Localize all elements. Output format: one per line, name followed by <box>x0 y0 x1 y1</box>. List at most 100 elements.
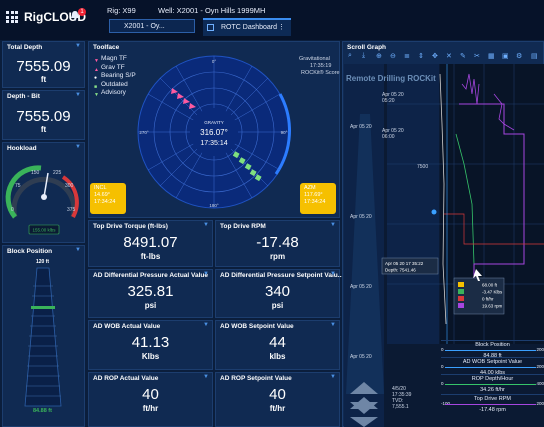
left-time-1: Apr 05 20 <box>350 124 372 130</box>
pin-icon[interactable]: ▼ <box>203 374 209 380</box>
block-position-track <box>24 267 62 407</box>
pin-icon[interactable]: ▼ <box>330 374 336 380</box>
track-row: Top Drive RPM -100 200 -17.48 rpm <box>441 394 544 413</box>
save-icon[interactable]: ▣ <box>502 53 509 60</box>
metric-unit: psi <box>271 301 284 310</box>
panel-title: Block Position <box>7 248 53 255</box>
scroll-graph-canvas[interactable]: Apr 05 20 17 35:22 Depth: 7541.46 68.00 … <box>344 64 544 427</box>
metric-tile: AD Differential Pressure Setpoint Valu..… <box>215 269 344 318</box>
metric-title: Top Drive RPM <box>220 223 266 230</box>
tooltip-time: Apr 05 20 17 35:22 <box>385 261 424 266</box>
table-icon[interactable]: ▦ <box>488 53 495 60</box>
gauge-tick-label: 300 <box>65 183 74 189</box>
metric-title: AD WOB Setpoint Value <box>220 323 294 330</box>
pin-icon[interactable]: ▼ <box>203 222 209 228</box>
gauge-tick-label: 0 <box>11 207 14 213</box>
bell-icon[interactable] <box>70 10 80 21</box>
legend-item: ▼ Advisory <box>94 89 126 98</box>
overlay-title: Remote Drilling ROCKit <box>346 74 436 83</box>
pencil-icon[interactable]: ✎ <box>460 53 466 60</box>
hookload-gauge: 0 75 150 225 300 375 155.00 klbs <box>5 165 79 235</box>
apps-grid-icon[interactable] <box>6 11 18 23</box>
pin-icon[interactable]: ▼ <box>75 43 81 49</box>
toolface-dial: GRAVITY 316.07° 17:35:14 0° 90° 180° 270… <box>137 55 291 209</box>
track-row: Block Position 0 200 84.88 ft <box>441 340 544 359</box>
panel-title: Depth - Bit <box>7 93 40 100</box>
metric-title: AD Differential Pressure Setpoint Valu..… <box>220 272 344 279</box>
metric-value: 40 <box>142 386 159 403</box>
track-max: 200 <box>536 364 544 369</box>
wrench-icon[interactable]: ✂ <box>474 53 480 60</box>
left-time-2: Apr 05 20 <box>350 214 372 220</box>
expand-icon[interactable]: ⇕ <box>418 53 424 60</box>
close-icon[interactable]: ✕ <box>446 53 452 60</box>
metric-title: AD WOB Actual Value <box>93 323 161 330</box>
deg-90-label: 90° <box>281 130 288 135</box>
track-max: 400 <box>536 381 544 386</box>
settings-icon[interactable]: ⚙ <box>516 53 523 60</box>
deg-270-label: 270° <box>139 130 149 135</box>
toolface-side-score: ROCKit® Score <box>301 70 340 76</box>
metric-tile: Top Drive Torque (ft-lbs) ▼ 8491.07 ft-lbs <box>88 220 213 267</box>
zoom-out-icon[interactable]: ⊖ <box>390 53 396 60</box>
metric-tile: AD ROP Actual Value ▼ 40 ft/hr <box>88 372 213 427</box>
rig-label: Rig: X99 <box>107 6 136 15</box>
track-max: 200 <box>536 347 544 352</box>
panel-title: Toolface <box>93 44 120 51</box>
gauge-tick-label: 75 <box>15 183 21 189</box>
download-icon[interactable]: ⤓ <box>362 52 366 59</box>
tooltip-depth: Depth: 7541.46 <box>385 268 416 273</box>
metric-title: Top Drive Torque (ft-lbs) <box>93 223 168 230</box>
advisory-icon: ▼ <box>94 92 99 98</box>
pin-icon[interactable]: ▼ <box>75 144 81 150</box>
track-line <box>445 367 536 368</box>
hookload-panel: Hookload ▼ 0 75 150 225 300 375 155.00 k… <box>2 142 85 243</box>
metric-value: 340 <box>264 283 291 300</box>
metric-tile: AD WOB Setpoint Value ▼ 44 klbs <box>215 320 340 370</box>
arrows-icon[interactable]: ✥ <box>432 53 438 60</box>
hookload-readout: 155.00 klbs <box>32 228 56 233</box>
pin-icon[interactable]: ▼ <box>75 247 81 253</box>
tooltip-value: -3.47 Klbs <box>482 290 503 295</box>
track-line <box>445 384 536 385</box>
pin-icon[interactable]: ▼ <box>203 271 209 277</box>
search-icon[interactable]: ⌕ <box>348 52 352 59</box>
well-select[interactable]: X2001 - Oy... <box>109 19 195 33</box>
azimuth-box: AZM 117.69° 17:34:24 <box>300 183 336 214</box>
track-row: ROP Depth/Hour 0 400 34.26 ft/hr <box>441 374 544 393</box>
legend-item: ■ Outdated <box>94 80 128 90</box>
time-label-1: Apr 05 20 05:20 <box>382 92 404 104</box>
tab-rotc-dashboard[interactable]: ROTC Dashboard ⋮ <box>203 18 291 36</box>
deg-180-label: 180° <box>209 203 219 208</box>
toolface-side-time: 17:35:19 <box>310 63 332 69</box>
track-value: -17.48 rpm <box>479 407 506 413</box>
list-icon[interactable]: ≣ <box>404 53 410 60</box>
tab-menu-icon[interactable]: ⋮ <box>278 24 285 31</box>
pin-icon[interactable]: ▼ <box>330 222 336 228</box>
legend-item: ▼ Magn TF <box>94 55 127 64</box>
metric-unit: ft-lbs <box>140 252 161 261</box>
block-position-panel: Block Position ▼ 120 ft 84.88 ft <box>2 245 85 427</box>
grav-tf-icon: ▲ <box>94 66 99 73</box>
panel-title: Total Depth <box>7 44 43 51</box>
pin-icon[interactable]: ▼ <box>330 322 336 328</box>
track-max: 200 <box>536 401 544 406</box>
track-label: Top Drive RPM <box>474 396 511 402</box>
track-row: AD WOB Setpoint Value 0 200 44.00 klbs <box>441 357 544 376</box>
track-line <box>445 404 536 405</box>
metric-unit: rpm <box>269 252 286 261</box>
toolface-legend: ▼ Magn TF ▲ Grav TF ● Bearing S/P ■ Outdated… <box>94 55 136 98</box>
depth-label: 7500 <box>417 164 429 170</box>
metric-unit: klbs <box>269 352 286 361</box>
zoom-in-icon[interactable]: ⊕ <box>376 53 382 60</box>
pin-icon[interactable]: ▼ <box>330 271 336 277</box>
pin-icon[interactable]: ▼ <box>75 92 81 98</box>
track-label: Block Position <box>475 342 510 348</box>
metric-value: -17.48 <box>256 234 299 251</box>
menu-icon[interactable]: ▤ <box>531 53 538 60</box>
metric-unit: ft/hr <box>142 404 159 413</box>
pin-icon[interactable]: ▼ <box>203 322 209 328</box>
gauge-tick-label: 375 <box>67 207 76 213</box>
metric-tile: Top Drive RPM ▼ -17.48 rpm <box>215 220 340 267</box>
bearing-icon: ● <box>94 75 98 81</box>
